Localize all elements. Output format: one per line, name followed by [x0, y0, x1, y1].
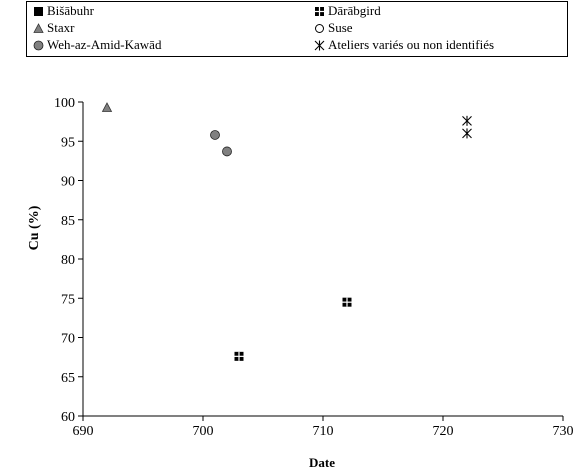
data-point-series-1-0 — [234, 351, 244, 361]
legend-item: Ateliers variés ou non identifiés — [314, 37, 494, 53]
y-tick-label: 95 — [61, 135, 75, 150]
legend-marker-icon — [315, 23, 324, 33]
data-point-series-1-1 — [342, 297, 352, 307]
legend-marker — [33, 40, 44, 50]
legend-marker-icon — [33, 22, 44, 33]
legend-item: Weh-az-Amid-Kawād — [33, 37, 161, 53]
legend-label: Bišābuhr — [47, 3, 94, 18]
y-tick-label: 80 — [61, 253, 75, 268]
legend-marker — [315, 23, 324, 33]
legend-item: Staxr — [33, 20, 74, 36]
legend-marker-icon — [314, 40, 325, 50]
legend-label: Suse — [328, 20, 353, 35]
x-tick-label: 700 — [193, 424, 214, 439]
y-tick-label: 75 — [61, 292, 75, 307]
legend-marker-icon — [315, 6, 324, 16]
data-point-series-2-0 — [101, 102, 113, 112]
x-axis-label: Date — [309, 455, 335, 470]
legend-marker — [33, 22, 44, 33]
legend: Bišābuhr Dārābgird Staxr Suse Weh-az-Amid-Ka… — [26, 1, 568, 57]
x-tick-label: 730 — [553, 424, 574, 439]
legend-item: Dārābgird — [314, 3, 381, 19]
data-points — [101, 102, 472, 361]
y-tick-label: 90 — [61, 175, 75, 190]
legend-label: Ateliers variés ou non identifiés — [328, 37, 495, 52]
y-tick-label: 60 — [61, 410, 75, 425]
legend-item: Suse — [314, 20, 353, 36]
legend-marker — [314, 40, 325, 50]
data-point-series-5-1 — [462, 128, 472, 139]
data-point-series-4-0 — [210, 130, 220, 140]
legend-marker-icon — [33, 40, 44, 50]
legend-label: Dārābgird — [328, 3, 381, 18]
legend-marker — [34, 6, 43, 16]
x-tick-label: 720 — [433, 424, 454, 439]
axes: 690 700 710 720 730 60 65 70 75 80 85 90 95 100 — [54, 96, 574, 439]
legend-marker-icon — [34, 6, 43, 16]
legend-label: Staxr — [47, 20, 75, 35]
data-point-series-5-0 — [462, 115, 472, 126]
y-tick-label: 65 — [61, 371, 75, 386]
x-tick-label: 710 — [313, 424, 334, 439]
y-tick-label: 100 — [54, 96, 75, 111]
data-point-series-4-1 — [222, 146, 232, 157]
y-axis-label: Cu (%) — [27, 205, 42, 250]
y-tick-label: 70 — [61, 332, 75, 347]
x-tick-label: 690 — [73, 424, 94, 439]
y-tick-label: 85 — [61, 214, 75, 229]
legend-label: Weh-az-Amid-Kawād — [47, 37, 162, 52]
legend-item: Bišābuhr — [33, 3, 94, 19]
legend-marker — [315, 6, 324, 16]
